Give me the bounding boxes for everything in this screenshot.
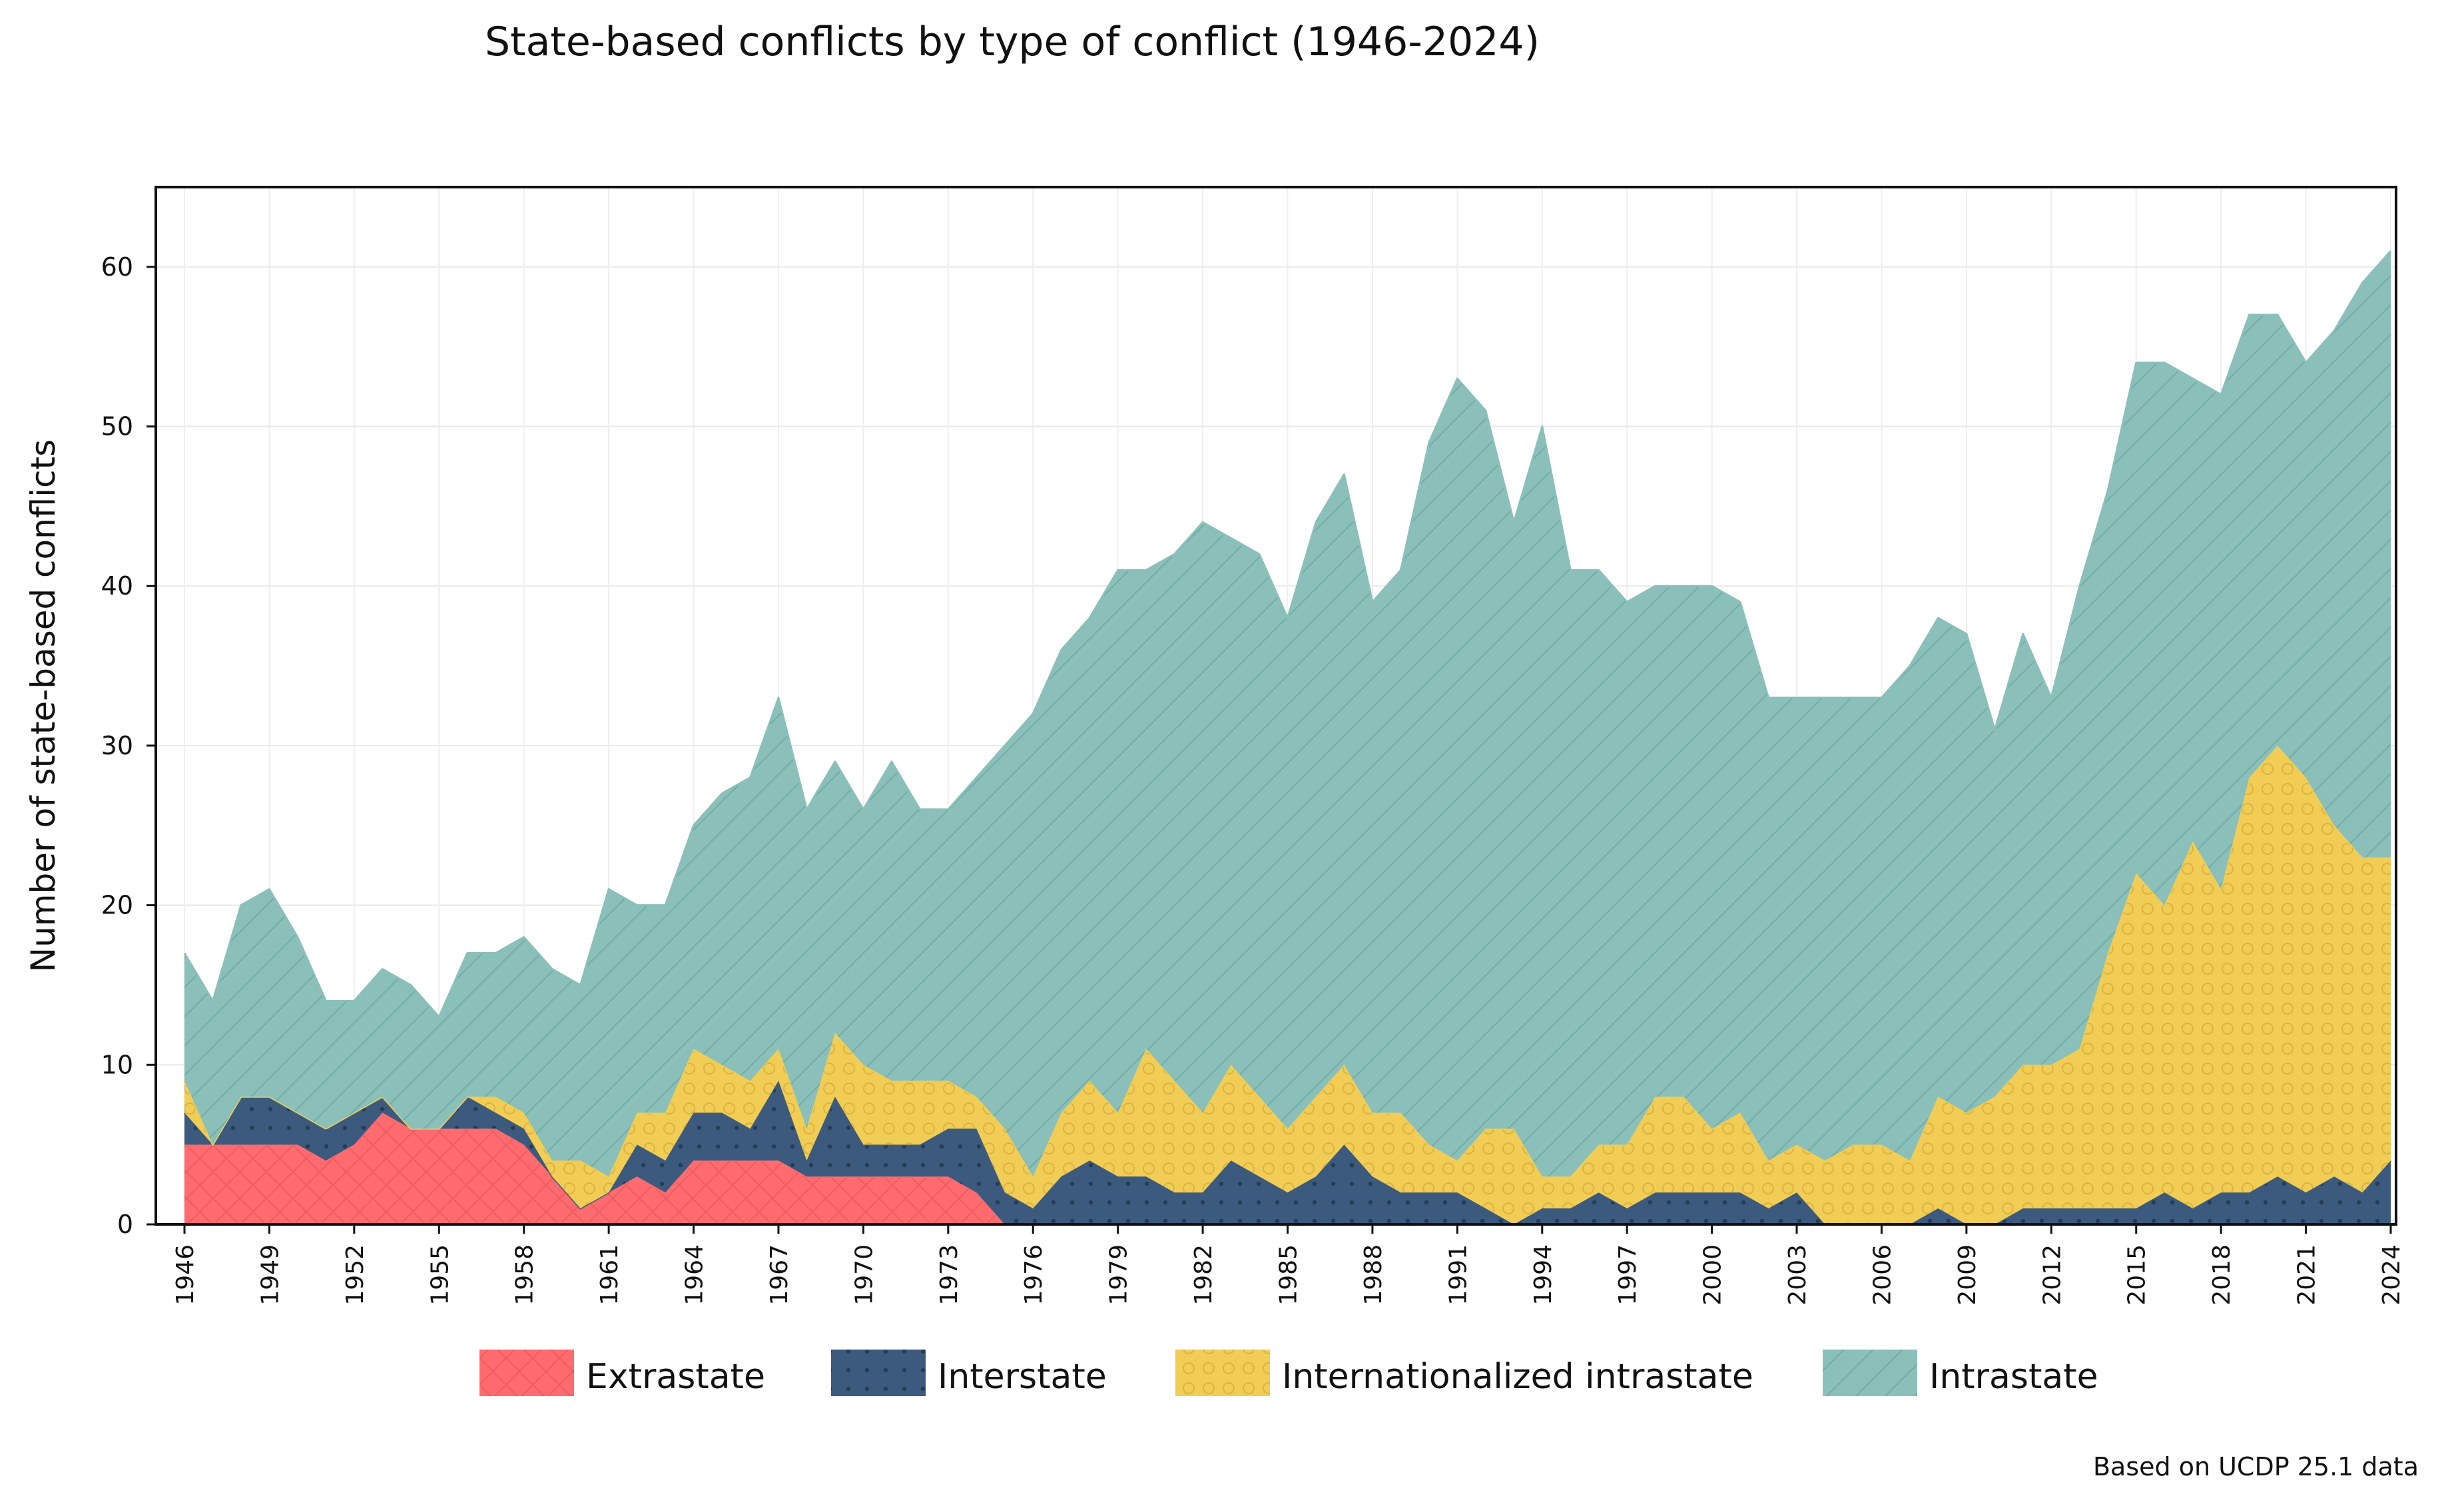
x-tick-label: 1964 bbox=[681, 1244, 709, 1306]
x-tick-label: 2018 bbox=[2208, 1244, 2236, 1306]
y-tick-label: 0 bbox=[117, 1210, 133, 1239]
x-tick-label: 1988 bbox=[1360, 1244, 1387, 1306]
x-tick-label: 1967 bbox=[766, 1244, 793, 1306]
y-tick-label: 20 bbox=[101, 891, 133, 920]
x-tick-label: 1997 bbox=[1614, 1244, 1642, 1306]
x-tick-label: 2021 bbox=[2293, 1244, 2321, 1306]
x-axis: 1946 1949 1952 1955 1958 1961 1964 1967 1970 1973… bbox=[172, 1224, 2405, 1306]
x-tick-label: 1955 bbox=[426, 1244, 454, 1306]
series-intrastate bbox=[183, 250, 2392, 1177]
legend-item-intrastate: Intrastate bbox=[1823, 1350, 2098, 1397]
x-tick-label: 2024 bbox=[2378, 1244, 2405, 1306]
legend-item-internationalized-intrastate: Internationalized intrastate bbox=[1175, 1350, 1753, 1397]
area-pattern-extrastate bbox=[184, 1113, 2391, 1224]
legend: Extrastate Interstate Internationalized in… bbox=[479, 1350, 2098, 1397]
legend-swatch-pattern bbox=[1823, 1350, 1917, 1396]
x-tick-label: 1994 bbox=[1530, 1244, 1557, 1306]
y-tick-label: 30 bbox=[101, 731, 133, 760]
chart-title: State-based conflicts by type of conflic… bbox=[485, 19, 1540, 65]
area-edge-intrastate bbox=[183, 250, 2392, 1018]
area-layer bbox=[183, 250, 2392, 1226]
x-tick-label: 2009 bbox=[1954, 1244, 1981, 1306]
x-tick-label: 2000 bbox=[1699, 1244, 1727, 1306]
source-note: Based on UCDP 25.1 data bbox=[2093, 1452, 2419, 1481]
x-tick-label: 2006 bbox=[1869, 1244, 1896, 1306]
x-tick-label: 1976 bbox=[1020, 1244, 1048, 1306]
x-tick-label: 1952 bbox=[342, 1244, 369, 1306]
legend-swatch-pattern bbox=[479, 1350, 574, 1396]
y-tick-label: 50 bbox=[101, 412, 133, 441]
area-pattern-intrastate bbox=[184, 250, 2391, 1177]
x-tick-label: 1970 bbox=[850, 1244, 878, 1306]
legend-label: Internationalized intrastate bbox=[1282, 1357, 1753, 1397]
x-tick-label: 1946 bbox=[172, 1244, 199, 1306]
x-tick-label: 2015 bbox=[2124, 1244, 2151, 1306]
x-tick-label: 1979 bbox=[1105, 1244, 1133, 1306]
y-tick-label: 10 bbox=[101, 1050, 133, 1079]
y-tick-label: 40 bbox=[101, 571, 133, 601]
legend-item-extrastate: Extrastate bbox=[479, 1350, 765, 1397]
legend-swatch-pattern bbox=[1175, 1350, 1270, 1396]
y-axis-label: Number of state-based conflicts bbox=[24, 439, 63, 973]
y-axis: 0 10 20 30 40 50 60 bbox=[101, 252, 156, 1239]
x-tick-label: 2003 bbox=[1784, 1244, 1811, 1306]
x-tick-label: 1973 bbox=[936, 1244, 963, 1306]
x-tick-label: 1985 bbox=[1275, 1244, 1303, 1306]
legend-label: Intrastate bbox=[1929, 1357, 2098, 1397]
legend-item-interstate: Interstate bbox=[831, 1350, 1107, 1397]
x-tick-label: 1949 bbox=[256, 1244, 284, 1306]
x-tick-label: 1961 bbox=[596, 1244, 623, 1306]
legend-label: Extrastate bbox=[586, 1357, 765, 1397]
x-tick-label: 2012 bbox=[2038, 1244, 2066, 1306]
y-tick-label: 60 bbox=[101, 252, 133, 282]
legend-swatch-pattern bbox=[831, 1350, 926, 1396]
area-pattern-internationalized-intrastate bbox=[184, 745, 2391, 1224]
x-tick-label: 1991 bbox=[1444, 1244, 1472, 1306]
legend-label: Interstate bbox=[938, 1357, 1107, 1397]
area-pattern-interstate bbox=[184, 1081, 2391, 1224]
plot-frame bbox=[154, 186, 2397, 1226]
x-tick-label: 1982 bbox=[1190, 1244, 1217, 1306]
x-tick-label: 1958 bbox=[511, 1244, 539, 1306]
